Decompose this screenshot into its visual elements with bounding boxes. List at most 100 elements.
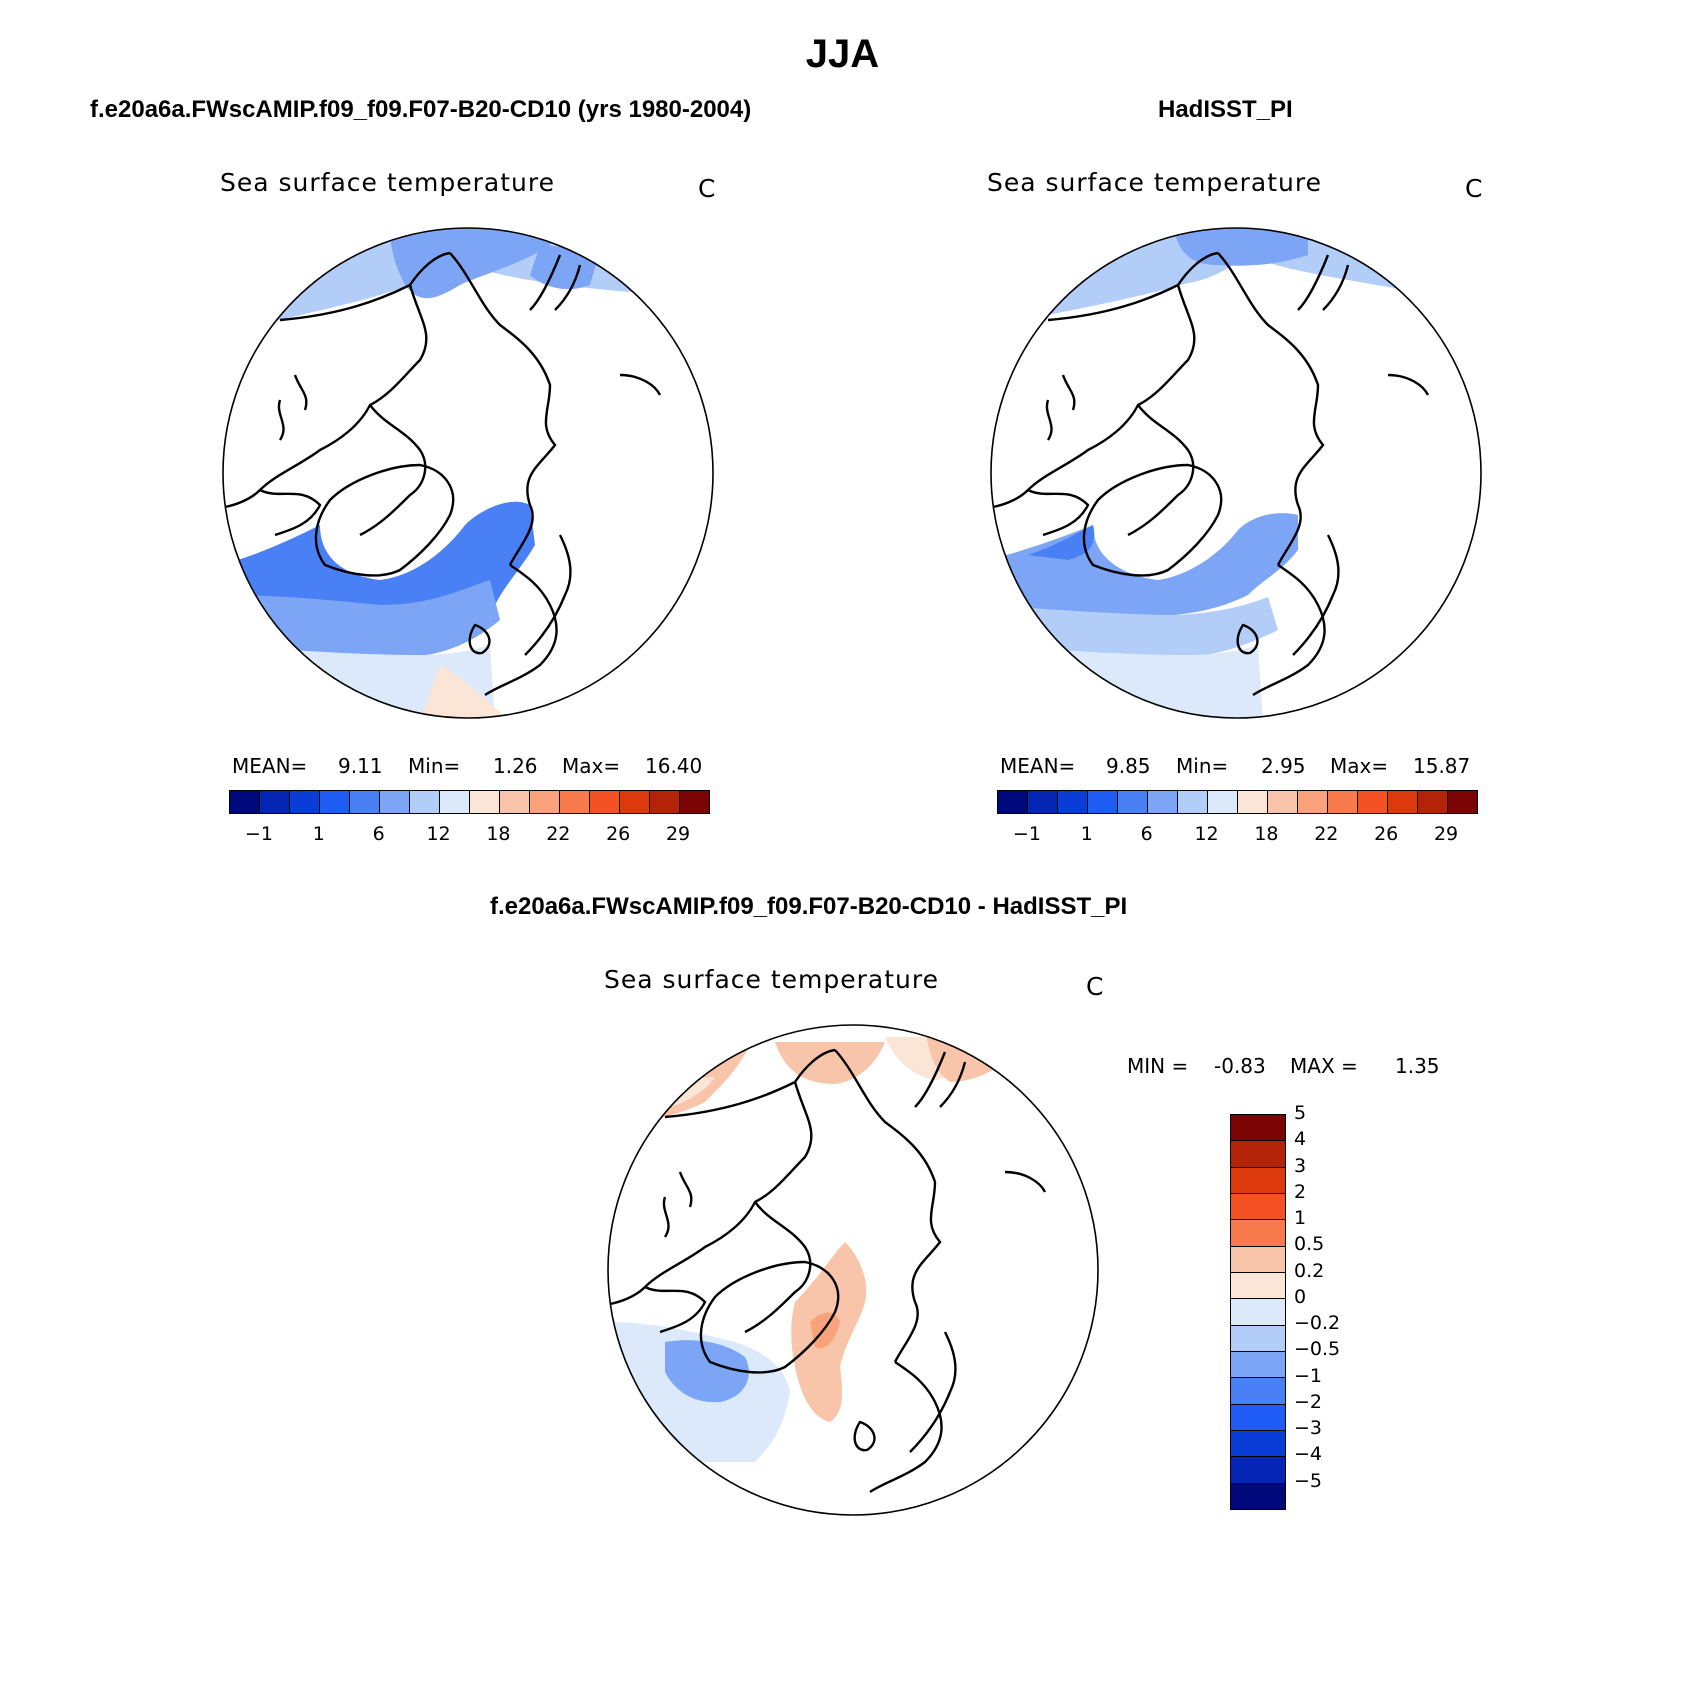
model-mean-label: MEAN= [232,754,308,778]
colorbar-swatch [1231,1193,1285,1220]
diff-max-value: 1.35 [1395,1054,1440,1078]
colorbar-tick-label: −4 [1294,1443,1323,1466]
coastline [279,251,451,322]
colorbar-swatch [1178,791,1208,813]
obs-min-label: Min= [1176,754,1229,778]
model-polar-map [222,227,714,719]
sst-region [991,513,1298,617]
colorbar-swatch [1088,791,1118,813]
coastline [1297,254,1350,311]
colorbar-swatch [1231,1324,1285,1352]
colorbar-swatch [290,791,320,813]
obs-max-value: 15.87 [1413,754,1471,778]
model-min-label: Min= [408,754,461,778]
coastline [909,1331,957,1453]
coastline [619,373,662,396]
figure-title: JJA [805,32,880,76]
coastline [1082,463,1223,577]
colorbar-tick-label: 1 [1294,1207,1307,1230]
colorbar-swatch [1231,1166,1285,1194]
coastline [664,1048,836,1119]
model-colorbar [229,790,710,814]
colorbar-swatch [230,791,260,813]
colorbar-tick-label: −3 [1294,1417,1323,1440]
colorbar-tick-label: 22 [1314,823,1339,845]
colorbar-tick-label: 12 [426,823,451,845]
diff-case-title: f.e20a6a.FWscAMIP.f09_f09.F07-B20-CD10 -… [490,893,1128,920]
colorbar-tick-label: 0 [1294,1285,1307,1308]
colorbar-swatch [680,791,709,813]
colorbar-tick-label: 0.2 [1294,1259,1325,1282]
colorbar-swatch [1148,791,1178,813]
coastline [484,564,558,696]
coastline [524,534,572,656]
coastline [1045,374,1076,441]
diff-polar-map [607,1024,1099,1516]
sst-region [223,580,500,657]
colorbar-swatch [1231,1403,1285,1431]
map-boundary [607,1024,1099,1516]
sst-region [1028,525,1095,560]
colorbar-swatch [350,791,380,813]
colorbar-swatch [1388,791,1418,813]
obs-min-value: 2.95 [1261,754,1306,778]
colorbar-swatch [1208,791,1238,813]
colorbar-swatch [1238,791,1268,813]
colorbar-swatch [1231,1456,1285,1483]
colorbar-swatch [1231,1482,1285,1509]
colorbar-swatch [1231,1219,1285,1246]
colorbar-swatch [1118,791,1148,813]
colorbar-tick-label: −1 [1012,823,1041,845]
colorbar-swatch [1231,1377,1285,1404]
colorbar-tick-label: 29 [1433,823,1459,845]
obs-unit: C [1465,174,1483,203]
coastline [277,374,308,441]
colorbar-swatch [1231,1430,1285,1457]
colorbar-swatch [620,791,650,813]
diff-max-label: MAX = [1290,1054,1358,1078]
colorbar-tick-label: 1 [312,823,325,845]
model-max-value: 16.40 [645,754,703,778]
obs-mean-value: 9.85 [1106,754,1151,778]
colorbar-swatch [1028,791,1058,813]
colorbar-tick-label: 26 [1374,823,1399,845]
coastline [1252,564,1326,696]
coastline [359,404,427,537]
colorbar-tick-label: 22 [546,823,571,845]
sst-region [991,597,1278,657]
colorbar-swatch [1298,791,1328,813]
diff-min-value: -0.83 [1214,1054,1266,1078]
colorbar-tick-label: −0.2 [1294,1312,1341,1335]
colorbar-swatch [440,791,470,813]
coastline [1127,404,1195,537]
colorbar-tick-label: −2 [1294,1390,1323,1413]
colorbar-tick-label: 29 [665,823,691,845]
obs-mean-label: MEAN= [1000,754,1076,778]
coastline [449,252,557,566]
sst-region [665,1340,749,1403]
diff-unit: C [1086,972,1104,1001]
sst-region [390,228,550,299]
colorbar-swatch [590,791,620,813]
colorbar-swatch [998,791,1028,813]
coastline [744,1201,812,1334]
colorbar-tick-label: 18 [486,823,511,845]
coastline [468,623,491,655]
coastline [259,488,322,537]
model-case-title: f.e20a6a.FWscAMIP.f09_f09.F07-B20-CD10 (… [90,96,752,123]
colorbar-tick-label: 3 [1294,1154,1307,1177]
colorbar-tick-label: −5 [1294,1469,1323,1492]
coastline [224,284,428,509]
colorbar-swatch [1231,1140,1285,1167]
model-min-value: 1.26 [493,754,538,778]
coastline [853,1420,876,1452]
coastline [644,1285,707,1334]
coastline [662,1171,693,1238]
map-boundary [222,227,714,719]
colorbar-swatch [530,791,560,813]
colorbar-swatch [410,791,440,813]
colorbar-swatch [1268,791,1298,813]
colorbar-tick-label: 6 [1140,823,1153,845]
colorbar-swatch [1058,791,1088,813]
coastline [1047,251,1219,322]
